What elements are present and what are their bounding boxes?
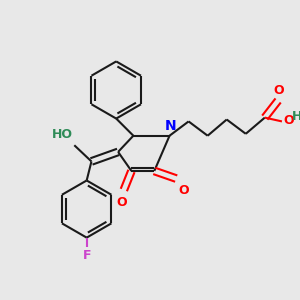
Text: HO: HO <box>51 128 72 141</box>
Text: O: O <box>283 114 293 127</box>
Text: N: N <box>165 119 176 133</box>
Text: O: O <box>178 184 189 197</box>
Text: H: H <box>292 110 300 123</box>
Text: O: O <box>274 84 284 97</box>
Text: F: F <box>82 249 91 262</box>
Text: O: O <box>117 196 127 209</box>
